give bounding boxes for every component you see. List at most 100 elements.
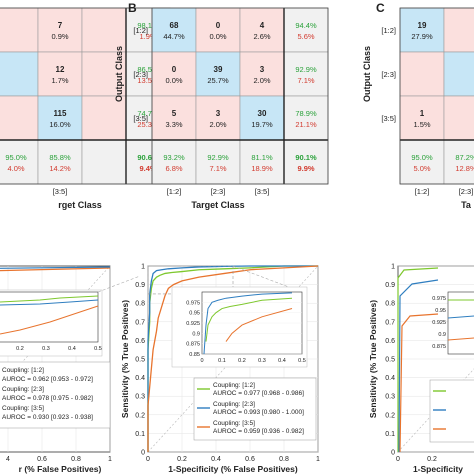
confusion-matrix-a: 7 0.9% 12 1.7% 115 16.0% 98.1% 1.9% 86.5% 13.5% 74… [0, 7, 171, 210]
total-accuracy: 90.6% [137, 153, 159, 162]
matrix-cell [443, 7, 474, 53]
matrix-cell [443, 95, 474, 141]
cell-percent: 44.7% [163, 32, 185, 41]
cell-percent: 19.7% [251, 120, 273, 129]
matrix-frame [151, 7, 329, 185]
roc-series-line [399, 313, 439, 453]
col-recall: 95.0% [5, 153, 27, 162]
roc-ytick-label: 0.4 [135, 375, 145, 382]
inset-series-line [203, 292, 293, 355]
matrix-ylabel: Output Class [114, 46, 124, 102]
col-label: [1:2] [167, 187, 182, 196]
cell-count: 3 [260, 65, 265, 74]
roc-ytick-label: 0.3 [135, 394, 145, 401]
roc-ytick-label: 0.7 [135, 319, 145, 326]
matrix-cell [399, 7, 445, 53]
row-precision: 78.9% [295, 109, 317, 118]
matrix-xlabel: Target Class [191, 200, 244, 210]
cell-count: 0 [216, 21, 221, 30]
col-summary-cell [399, 139, 445, 185]
cell-count: 4 [260, 21, 265, 30]
inset-ytick-label: 0.95 [435, 308, 446, 314]
roc-ytick-label: 0.9 [135, 282, 145, 289]
matrix-cell [399, 95, 445, 141]
legend-series-name: Coupling: [2:3] [213, 401, 255, 408]
col-error: 6.8% [165, 164, 182, 173]
matrix-cell [37, 7, 83, 53]
roc-xlabel: 1-Specificity [413, 464, 463, 474]
col-label: [1:2] [415, 187, 430, 196]
matrix-cell [81, 51, 127, 97]
roc-series-line [0, 267, 111, 272]
matrix-cell [399, 51, 445, 97]
col-summary-cell [151, 139, 197, 185]
roc-ytick-label: 0.4 [385, 375, 395, 382]
cell-percent: 0.0% [209, 32, 226, 41]
matrix-cell [37, 95, 83, 141]
col-error: 5.0% [413, 164, 430, 173]
cell-count: 1 [420, 109, 425, 118]
inset-series-line [225, 308, 293, 342]
matrix-cell [0, 7, 39, 53]
row-label: [3:5] [381, 114, 396, 123]
matrix-cell [239, 95, 285, 141]
matrix-ylabel: Output Class [362, 46, 372, 102]
cell-count: 68 [170, 21, 179, 30]
inset-series-line [0, 299, 99, 306]
col-error: 7.1% [209, 164, 226, 173]
row-error: 25.3% [137, 120, 159, 129]
inset-xtick-label: 0.5 [94, 346, 102, 352]
col-summary-cell [37, 139, 83, 185]
legend-series-name: Coupling: [2:3] [2, 386, 44, 393]
matrix-cell [195, 51, 241, 97]
cell-count: 39 [214, 65, 223, 74]
roc-xtick-label: 0.2 [427, 456, 437, 463]
panel-letter: C [376, 1, 385, 15]
cell-count: 30 [258, 109, 267, 118]
row-error: 5.6% [297, 32, 314, 41]
roc-ytick-label: 0.9 [385, 282, 395, 289]
cell-count: 12 [56, 65, 65, 74]
roc-series-line [147, 265, 318, 452]
roc-ytick-label: 0.8 [135, 301, 145, 308]
col-summary-cell [239, 139, 285, 185]
roc-xtick-label: 0.6 [245, 456, 255, 463]
inset-series-line [0, 305, 99, 335]
inset-ytick-label: 0.9 [192, 331, 200, 337]
matrix-cell [151, 7, 197, 53]
roc-ytick-label: 0.7 [385, 319, 395, 326]
inset-series-line [205, 297, 293, 342]
roc-xtick-label: 0.4 [211, 456, 221, 463]
col-label: [2:3] [211, 187, 226, 196]
roc-ytick-label: 0.6 [135, 338, 145, 345]
cell-percent: 2.6% [253, 32, 270, 41]
legend-auroc: AUROC = 0.962 [0.953 - 0.972] [2, 376, 93, 383]
col-label: [3:5] [53, 187, 68, 196]
col-recall: 81.1% [251, 153, 273, 162]
legend-auroc: AUROC = 0.959 [0.936 - 0.982] [213, 428, 304, 435]
total-accuracy: 90.1% [295, 153, 317, 162]
cell-percent: 1.5% [413, 120, 430, 129]
roc-legend [193, 377, 317, 441]
col-error: 14.2% [49, 164, 71, 173]
col-recall: 95.0% [411, 153, 433, 162]
inset-ytick-label: 0.875 [186, 342, 200, 348]
roc-xlabel: r (% False Positives) [19, 464, 102, 474]
roc-ylabel: Sensitivity (% True Positives) [368, 300, 378, 418]
roc-ytick-label: 1 [141, 264, 145, 271]
confusion-matrix-b: 68 44.7% 0 0.0% 4 2.6% 0 0.0% 39 25.7% 3 2.0% 5 3.3% 3… [114, 1, 329, 210]
col-recall: 85.8% [49, 153, 71, 162]
roc-chart-c: 0 0.1 0.2 0.3 0.4 0.5 0.6 0.7 0.8 0.9 1 0 0.2 Sensiti… [368, 264, 474, 474]
row-precision: 98.1% [137, 21, 159, 30]
col-recall: 93.2% [163, 153, 185, 162]
cell-count: 3 [216, 109, 221, 118]
cell-percent: 3.3% [165, 120, 182, 129]
roc-ytick-label: 0.3 [385, 394, 395, 401]
col-summary-cell [443, 139, 474, 185]
inset-connector [97, 275, 141, 293]
cell-percent: 27.9% [411, 32, 433, 41]
cell-count: 19 [418, 21, 427, 30]
matrix-cell [81, 95, 127, 141]
inset-ytick-label: 0.925 [432, 320, 446, 326]
